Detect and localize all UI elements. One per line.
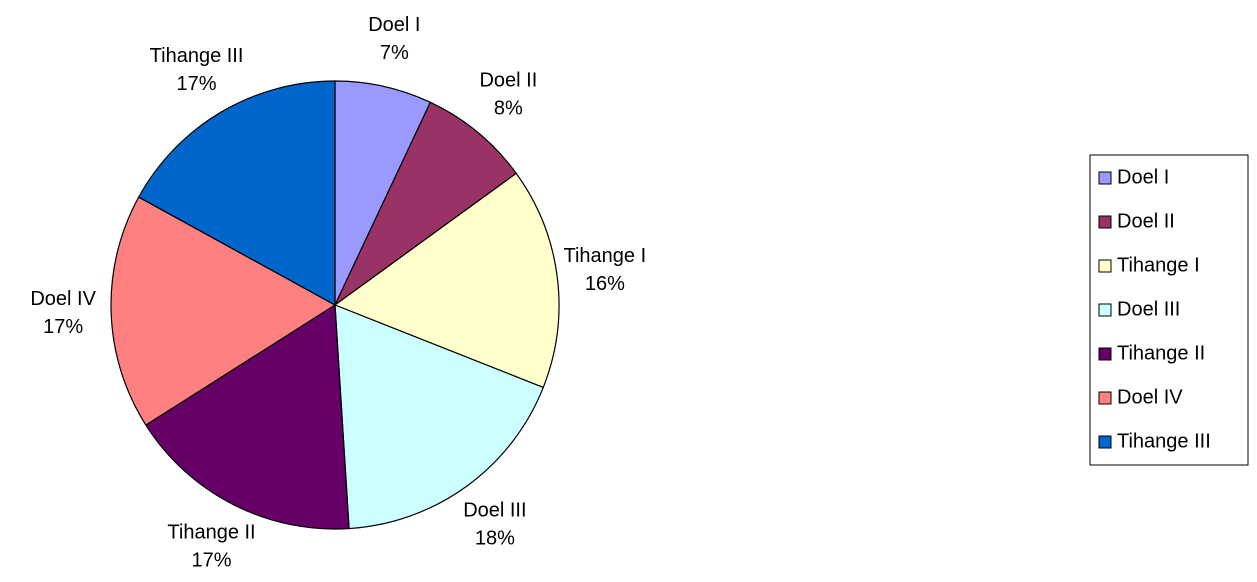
- legend-label: Doel III: [1117, 298, 1180, 320]
- slice-value-label: 7%: [380, 42, 409, 64]
- legend-swatch: [1098, 303, 1112, 317]
- slice-label: Doel II: [479, 70, 537, 92]
- legend-label: Doel II: [1117, 210, 1175, 232]
- legend-swatch: [1098, 391, 1112, 405]
- slice-value-label: 17%: [191, 550, 231, 572]
- pie-slice: [334, 101, 518, 306]
- legend-label: Tihange II: [1117, 342, 1205, 364]
- slice-label: Tihange I: [564, 245, 647, 267]
- slice-label: Doel III: [463, 499, 526, 521]
- legend-swatch: [1098, 259, 1112, 273]
- legend-swatch: [1098, 435, 1112, 449]
- pie-slice: [334, 304, 545, 530]
- slice-value-label: 17%: [177, 73, 217, 95]
- slice-value-label: 16%: [585, 273, 625, 295]
- slice-label: Tihange II: [167, 522, 255, 544]
- slice-label: Doel IV: [30, 288, 96, 310]
- legend-label: Doel IV: [1117, 386, 1183, 408]
- slice-label: Tihange III: [150, 45, 244, 67]
- legend-box: [1089, 154, 1249, 466]
- slice-value-label: 18%: [475, 527, 515, 549]
- legend-swatch: [1098, 347, 1112, 361]
- pie-slice: [333, 172, 560, 389]
- legend-label: Tihange I: [1117, 254, 1200, 276]
- legend-label: Tihange III: [1117, 430, 1211, 452]
- legend-label: Doel I: [1117, 166, 1169, 188]
- pie-slice: [137, 80, 336, 307]
- legend-swatch: [1098, 215, 1112, 229]
- slice-value-label: 17%: [43, 316, 83, 338]
- slice-label: Doel I: [368, 14, 420, 36]
- slice-value-label: 8%: [494, 98, 523, 120]
- legend-swatch: [1098, 171, 1112, 185]
- pie-slice: [145, 303, 350, 530]
- pie-slice: [110, 196, 337, 426]
